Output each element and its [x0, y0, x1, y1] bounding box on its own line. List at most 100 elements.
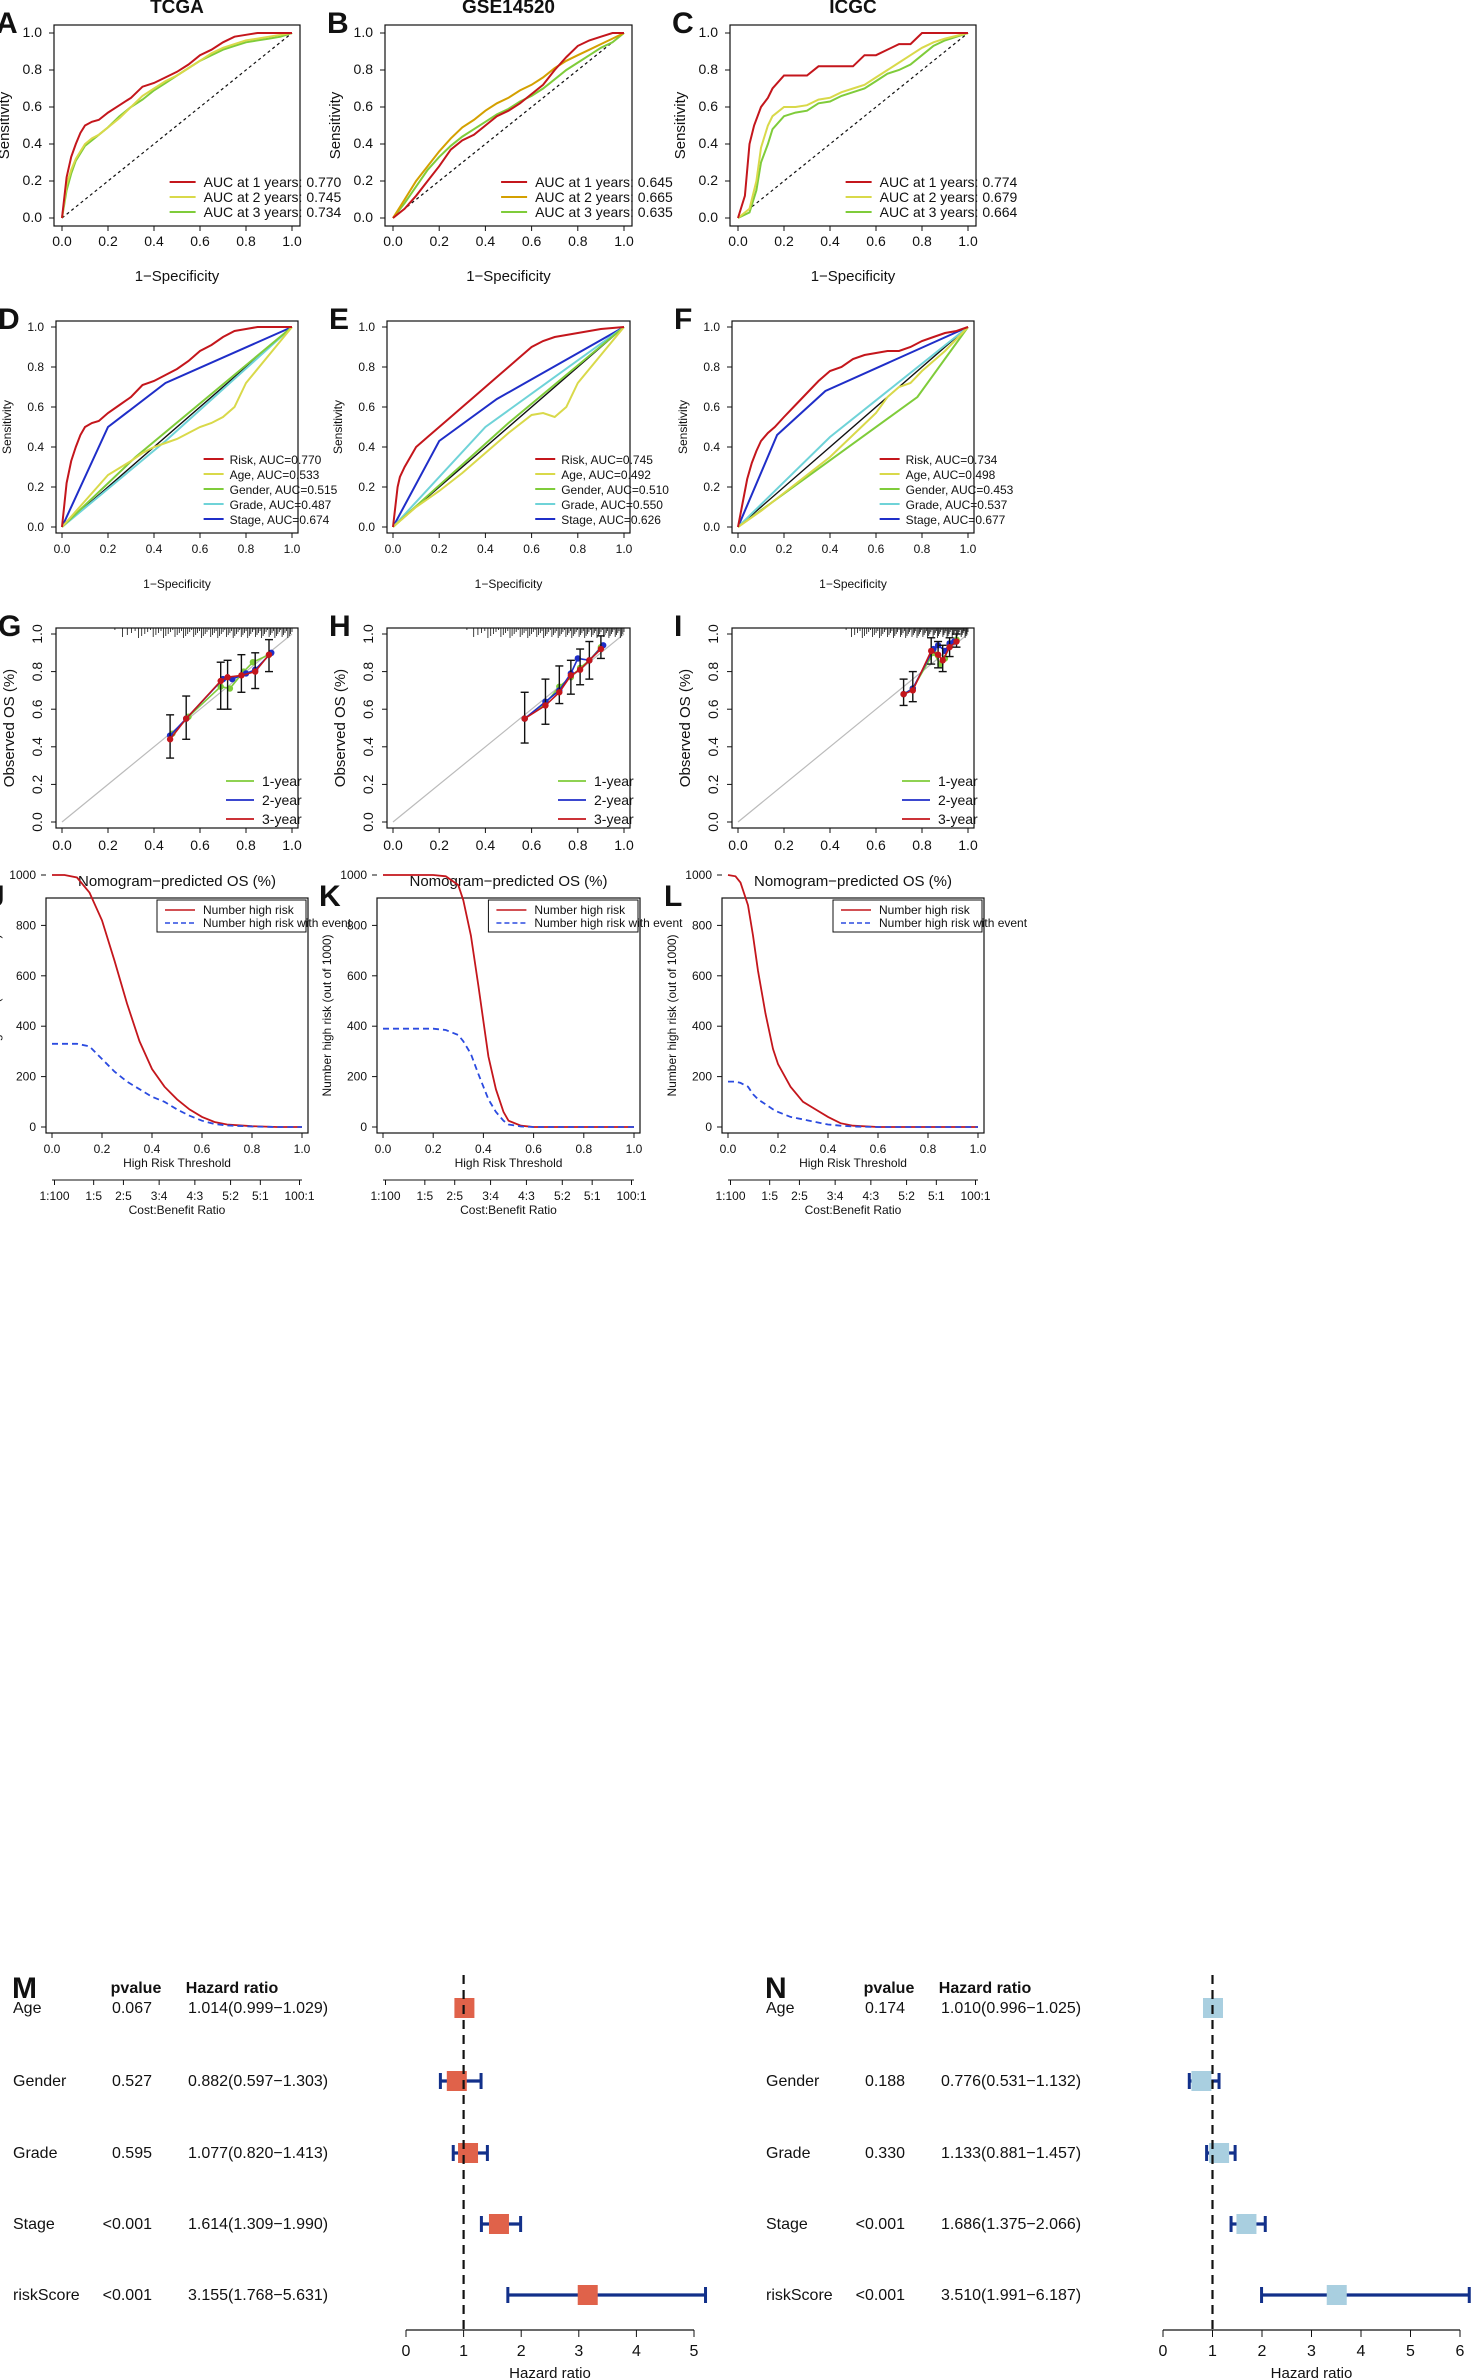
- y-tick-label: 600: [347, 969, 367, 983]
- x-tick-label: 1.0: [614, 233, 634, 249]
- legend-label: Number high risk with event: [879, 916, 1028, 930]
- x-tick-label: 0.8: [238, 542, 255, 556]
- y-tick-label: 0.8: [358, 360, 375, 374]
- chart-title: ICGC: [829, 0, 877, 18]
- x-axis-label: High Risk Threshold: [799, 1156, 907, 1170]
- x-tick-label: 1.0: [626, 1142, 643, 1156]
- x-tick-label: 0.4: [820, 233, 840, 249]
- reference-diagonal: [392, 32, 625, 219]
- x-tick-label: 0: [402, 2343, 411, 2360]
- ratio-tick-label: 1:5: [761, 1189, 778, 1203]
- y-axis-label: Sensitivity: [0, 91, 13, 159]
- prediction-rug: [114, 628, 293, 638]
- legend-label: Number high risk: [534, 903, 626, 917]
- x-tick-label: 0.8: [920, 1142, 937, 1156]
- plot-frame: [376, 897, 641, 1134]
- x-tick-label: 0.6: [866, 837, 886, 853]
- x-tick-label: 0.8: [236, 233, 256, 249]
- x-tick-label: 0.6: [522, 837, 542, 853]
- y-tick-label: 0.4: [354, 135, 374, 151]
- x-tick-label: 6: [1456, 2343, 1465, 2360]
- ratio-tick-label: 2:5: [446, 1189, 463, 1203]
- legend-box: [487, 899, 639, 933]
- roc-curve: [737, 326, 969, 528]
- calibration-point: [224, 674, 231, 681]
- x-tick-label: 0.6: [194, 1142, 211, 1156]
- legend-label: AUC at 1 years: 0.770: [204, 174, 342, 190]
- y-tick-label: 0.0: [23, 209, 43, 225]
- y-tick-label: 0.2: [699, 172, 719, 188]
- panel-G: G 0.0 0.0 0.2 0.2 0.4 0.4 0.6 0.6 0.8 0.8 1.0 1.0 Nom…: [0, 610, 302, 890]
- x-tick-label: 1: [1208, 2343, 1217, 2360]
- legend-label: Age, AUC=0.492: [561, 468, 651, 482]
- y-tick-label: 0.8: [27, 360, 44, 374]
- ratio-tick-label: 3:4: [151, 1189, 168, 1203]
- roc-curve: [61, 326, 293, 528]
- ratio-tick-label: 5:2: [222, 1189, 239, 1203]
- y-tick-label: 1.0: [354, 24, 374, 40]
- panel-label: L: [664, 880, 682, 913]
- x-tick-label: 1.0: [958, 233, 978, 249]
- x-tick-label: 0.0: [52, 233, 72, 249]
- calibration-point: [567, 672, 575, 679]
- ratio-tick-label: 3:4: [827, 1189, 844, 1203]
- hr-box: [458, 2143, 479, 2163]
- x-tick-label: 0.2: [774, 233, 794, 249]
- pvalue-value: 0.330: [865, 2145, 905, 2162]
- ratio-tick-label: 3:4: [482, 1189, 499, 1203]
- plot-frame: [386, 320, 631, 534]
- panel-label: J: [0, 880, 5, 913]
- y-axis-label: Sensitivity: [331, 400, 345, 454]
- variable-label: riskScore: [13, 2287, 80, 2304]
- y-tick-label: 0.0: [703, 520, 720, 534]
- x-tick-label: 0.6: [522, 233, 542, 249]
- y-tick-label: 0.6: [27, 400, 44, 414]
- x-axis-label: 1−Specificity: [143, 577, 211, 591]
- x-tick-label: 0.6: [523, 542, 540, 556]
- y-axis-label: Sensitivity: [0, 400, 14, 454]
- legend-label: Stage, AUC=0.626: [561, 513, 661, 527]
- x-axis-label: 1−Specificity: [811, 268, 896, 285]
- hr-value: 1.614(1.309−1.990): [188, 2216, 328, 2233]
- y-tick-label: 0.2: [358, 480, 375, 494]
- x-tick-label: 1.0: [616, 542, 633, 556]
- calibration-point: [953, 638, 960, 645]
- panel-label: I: [674, 610, 682, 643]
- plot-frame: [731, 320, 975, 534]
- x-tick-label: 0: [1159, 2343, 1168, 2360]
- x-tick-label: 1.0: [294, 1142, 311, 1156]
- legend-label: Risk, AUC=0.734: [906, 453, 998, 467]
- x-tick-label: 0.2: [100, 542, 117, 556]
- y-tick-label: 0.4: [23, 135, 43, 151]
- y-tick-label: 0.8: [360, 662, 376, 682]
- x-tick-label: 0.0: [720, 1142, 737, 1156]
- high-risk-curve: [383, 874, 634, 1128]
- calibration-point: [542, 702, 549, 709]
- y-axis-label: Observed OS (%): [332, 669, 349, 787]
- y-tick-label: 0.4: [358, 440, 375, 454]
- ratio-tick-label: 5:1: [928, 1189, 945, 1203]
- legend-label: AUC at 3 years: 0.664: [880, 204, 1018, 220]
- hr-box: [577, 2285, 598, 2305]
- x-tick-label: 3: [1307, 2343, 1316, 2360]
- y-tick-label: 0.0: [699, 209, 719, 225]
- ratio-tick-label: 4:3: [187, 1189, 204, 1203]
- x-tick-label: 2: [1258, 2343, 1267, 2360]
- x-tick-label: 0.6: [190, 233, 210, 249]
- y-tick-label: 0.2: [29, 774, 45, 794]
- ideal-line: [737, 633, 969, 823]
- roc-curve: [392, 326, 625, 528]
- x-tick-label: 0.4: [820, 1142, 837, 1156]
- panel-F: F 0.0 0.0 0.2 0.2 0.4 0.4 0.6 0.6 0.8 0.8 1.0 1.0 1−S…: [674, 303, 1014, 591]
- variable-label: Gender: [13, 2073, 67, 2090]
- x-tick-label: 0.4: [144, 1142, 161, 1156]
- y-tick-label: 0.8: [29, 662, 45, 682]
- ratio-tick-label: 100:1: [284, 1189, 314, 1203]
- calibration-point: [586, 657, 593, 664]
- x-tick-label: 5: [1406, 2343, 1415, 2360]
- roc-curve: [392, 326, 625, 528]
- y-tick-label: 0.2: [360, 774, 376, 794]
- x-tick-label: 1.0: [284, 542, 301, 556]
- legend-label: Grade, AUC=0.487: [230, 498, 332, 512]
